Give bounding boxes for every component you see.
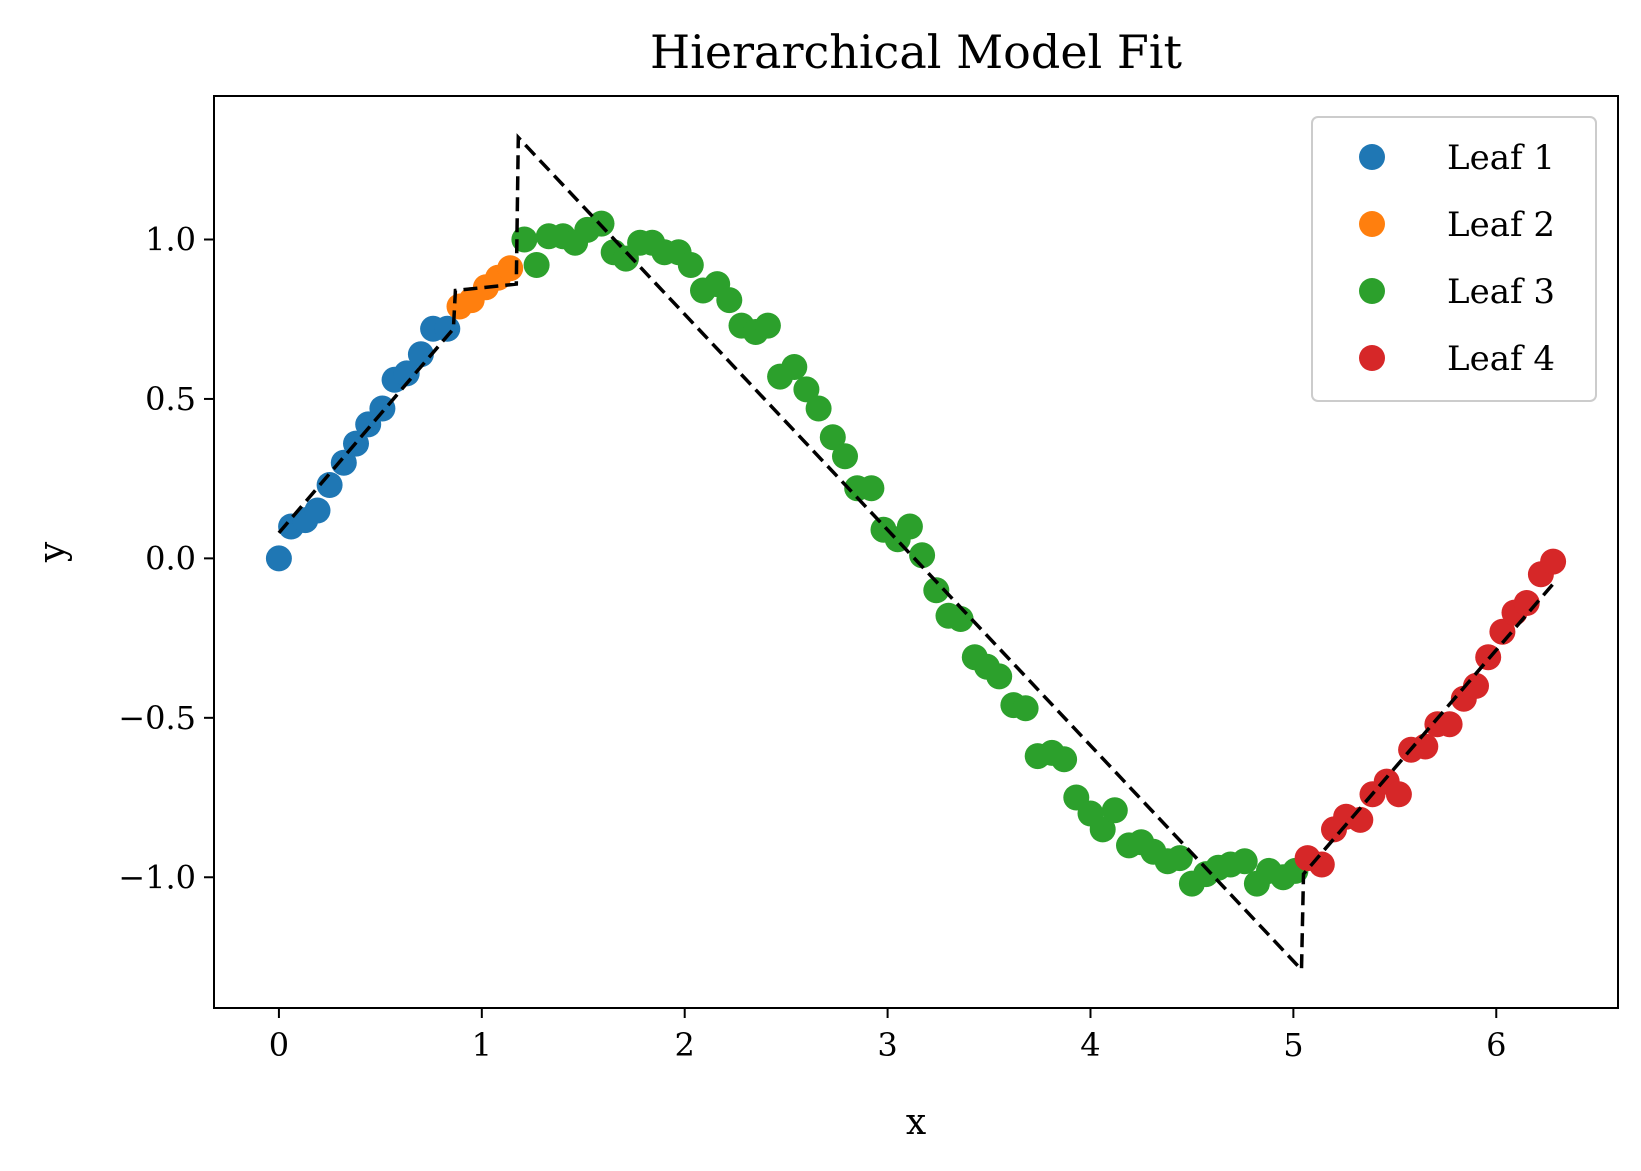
y-tick-label: 1.0	[145, 220, 196, 258]
scatter-point	[754, 312, 781, 339]
x-tick-label: 0	[269, 1026, 289, 1064]
plot-area	[265, 133, 1567, 975]
scatter-point	[1540, 548, 1567, 575]
legend-marker	[1359, 278, 1385, 304]
series-2	[446, 255, 524, 320]
scatter-point	[716, 287, 743, 314]
scatter-point	[304, 497, 331, 524]
scatter-point	[497, 255, 524, 282]
scatter-point	[330, 449, 357, 476]
scatter-point	[923, 577, 950, 604]
scatter-point	[1166, 845, 1193, 872]
scatter-point	[1436, 711, 1463, 738]
legend-item: Leaf 1	[1359, 138, 1555, 178]
scatter-point	[781, 354, 808, 380]
x-tick-label: 5	[1283, 1026, 1303, 1064]
y-tick-label: 0.5	[145, 380, 196, 418]
scatter-point	[407, 341, 434, 368]
y-tick-label: −1.0	[118, 858, 196, 896]
y-tick-label: 0.0	[145, 539, 196, 577]
legend-marker	[1359, 345, 1385, 371]
x-tick-label: 3	[877, 1026, 897, 1064]
y-tick-label: −0.5	[118, 699, 196, 737]
scatter-point	[1231, 848, 1258, 875]
scatter-point	[1101, 797, 1128, 824]
scatter-point	[896, 513, 923, 540]
x-tick-label: 2	[675, 1026, 695, 1064]
legend-label: Leaf 2	[1447, 205, 1555, 245]
x-tick-label: 4	[1080, 1026, 1100, 1064]
y-axis: −1.0 −0.5 0.0 0.5 1.0	[118, 220, 214, 896]
legend-label: Leaf 1	[1447, 138, 1555, 178]
scatter-point	[986, 663, 1013, 690]
scatter-point	[265, 545, 292, 572]
scatter-point	[1051, 746, 1078, 773]
x-tick-label: 6	[1486, 1026, 1506, 1064]
scatter-point	[832, 443, 858, 470]
scatter-point	[1489, 618, 1516, 645]
scatter-point	[393, 360, 420, 387]
x-tick-label: 1	[472, 1026, 492, 1064]
y-axis-label: y	[32, 541, 73, 563]
legend-item: Leaf 3	[1359, 272, 1555, 312]
legend-label: Leaf 4	[1447, 339, 1555, 379]
scatter-point	[1089, 816, 1116, 843]
scatter-point	[1347, 806, 1374, 833]
scatter-point	[677, 252, 704, 278]
legend-item: Leaf 4	[1359, 339, 1555, 379]
x-axis-label: x	[906, 1102, 926, 1143]
fit-line	[277, 133, 1555, 975]
scatter-point	[858, 475, 885, 502]
legend: Leaf 1 Leaf 2 Leaf 3 Leaf 4	[1311, 116, 1597, 402]
legend-label: Leaf 3	[1447, 272, 1555, 312]
chart-title: Hierarchical Model Fit	[650, 25, 1183, 79]
scatter-point	[523, 252, 550, 278]
scatter-point	[805, 395, 832, 422]
legend-box	[1311, 116, 1597, 402]
scatter-point	[1412, 733, 1439, 760]
scatter-point	[793, 376, 820, 403]
plot-frame	[213, 95, 1619, 1009]
scatter-point	[819, 424, 846, 451]
x-axis: 0 1 2 3 4 5 6	[269, 1008, 1506, 1064]
scatter-point	[1012, 695, 1039, 722]
scatter-point	[1385, 781, 1412, 808]
legend-marker	[1359, 211, 1385, 237]
legend-marker	[1359, 144, 1385, 170]
legend-item: Leaf 2	[1359, 205, 1555, 245]
scatter-point	[316, 472, 343, 498]
